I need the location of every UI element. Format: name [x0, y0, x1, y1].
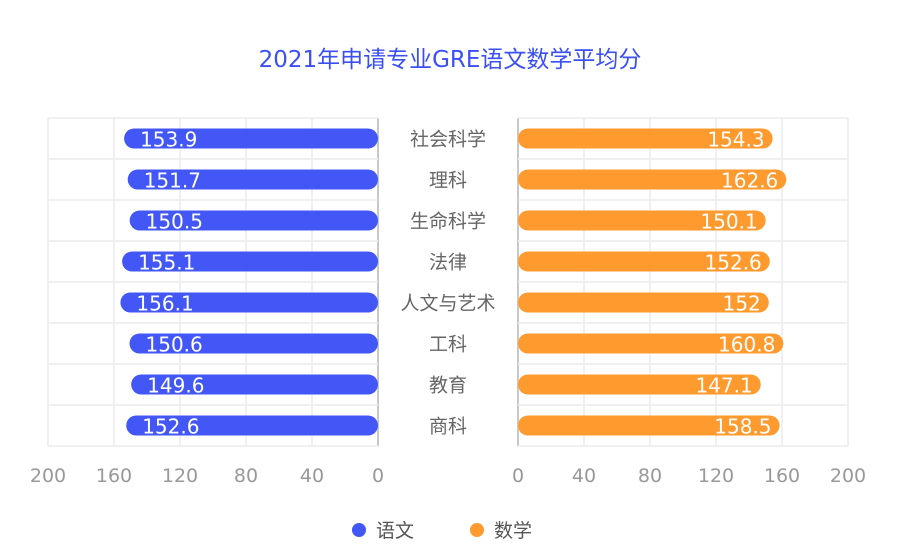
bar-math	[518, 169, 787, 190]
data-label-math: 158.5	[714, 415, 771, 439]
bar-chinese	[131, 374, 378, 395]
bar-chinese	[120, 292, 378, 313]
category-label: 理科	[429, 170, 467, 192]
x-tick-left: 40	[300, 465, 324, 487]
bar-chinese	[129, 210, 378, 231]
x-tick-right: 120	[698, 465, 734, 487]
data-label-chinese: 150.6	[146, 333, 203, 357]
bar-math	[518, 415, 780, 436]
legend-swatch-math	[470, 522, 484, 537]
legend-swatch-chinese	[352, 522, 366, 537]
data-label-math: 152	[723, 292, 761, 316]
bar-chinese	[129, 333, 378, 354]
data-label-chinese: 155.1	[138, 251, 195, 275]
data-label-chinese: 156.1	[136, 292, 193, 316]
x-tick-left: 80	[234, 465, 258, 487]
bar-chinese	[127, 169, 378, 190]
bar-math	[518, 210, 766, 231]
bar-math	[518, 333, 784, 354]
data-label-chinese: 153.9	[140, 128, 197, 152]
x-tick-right: 160	[764, 465, 800, 487]
x-tick-left: 120	[162, 465, 198, 487]
category-label: 法律	[429, 252, 467, 274]
category-label: 社会科学	[410, 129, 486, 151]
x-tick-right: 40	[572, 465, 596, 487]
bar-math	[518, 128, 773, 149]
bar-math	[518, 251, 770, 272]
chart-title: 2021年申请专业GRE语文数学平均分	[258, 47, 642, 73]
data-label-math: 160.8	[718, 333, 775, 357]
category-label: 工科	[429, 334, 467, 356]
bar-math	[518, 374, 761, 395]
x-tick-left: 160	[96, 465, 132, 487]
legend-item-math[interactable]: 数学	[470, 516, 532, 543]
x-tick-right: 80	[638, 465, 662, 487]
data-label-chinese: 149.6	[147, 374, 204, 398]
x-tick-left: 0	[372, 465, 384, 487]
data-label-math: 154.3	[707, 128, 764, 152]
data-label-math: 147.1	[695, 374, 752, 398]
data-label-chinese: 152.6	[142, 415, 199, 439]
data-label-math: 152.6	[705, 251, 762, 275]
data-label-chinese: 151.7	[144, 169, 201, 193]
x-tick-right: 0	[512, 465, 524, 487]
category-label: 人文与艺术	[400, 293, 495, 315]
bar-chinese	[126, 415, 379, 436]
data-label-math: 162.6	[721, 169, 778, 193]
x-tick-right: 200	[830, 465, 866, 487]
x-tick-left: 200	[30, 465, 66, 487]
bar-chinese	[124, 128, 378, 149]
bar-math	[518, 292, 769, 313]
bar-chinese	[122, 251, 379, 272]
legend-label-chinese: 语文	[376, 520, 415, 542]
legend-item-chinese[interactable]: 语文	[352, 516, 414, 543]
data-label-chinese: 150.5	[146, 210, 203, 234]
legend-label-math: 数学	[494, 520, 533, 542]
category-label: 生命科学	[410, 211, 486, 233]
category-label: 教育	[429, 375, 467, 397]
data-label-math: 150.1	[700, 210, 757, 234]
category-label: 商科	[429, 416, 467, 438]
